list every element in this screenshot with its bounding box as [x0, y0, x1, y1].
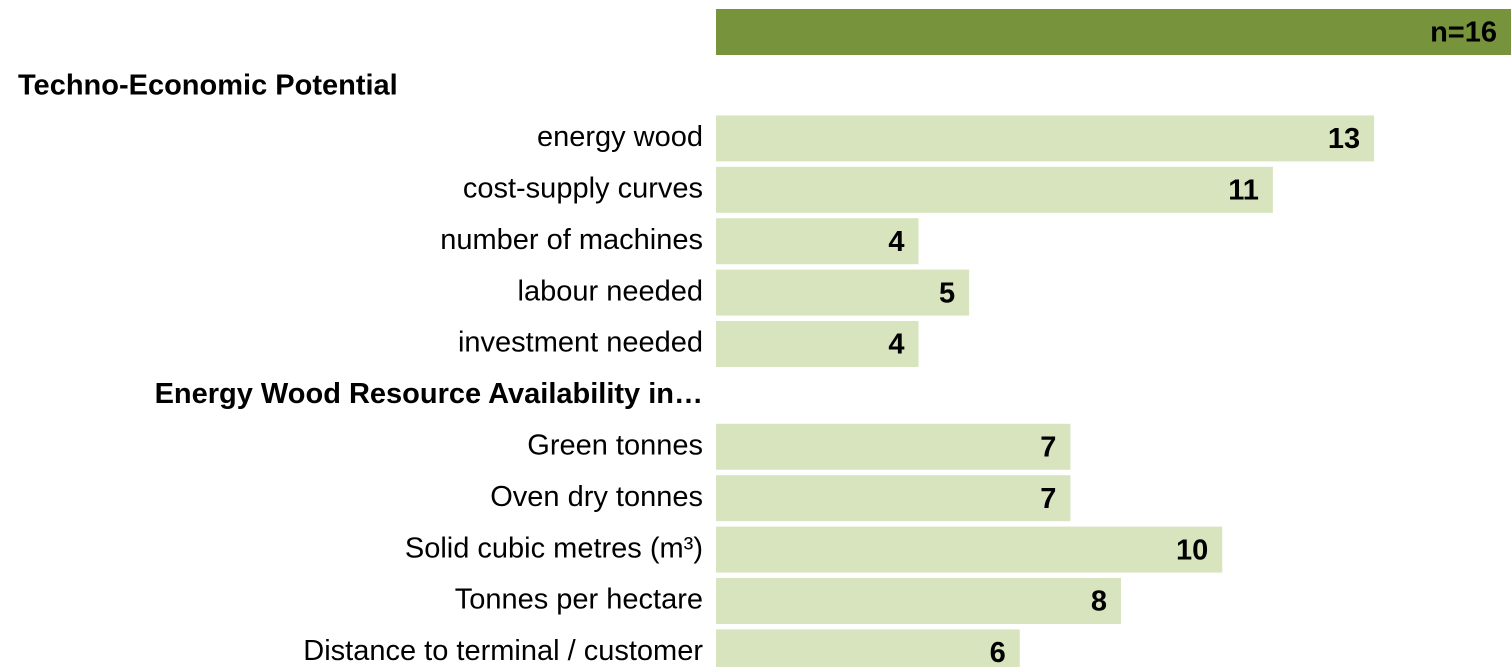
- bar: [716, 115, 1375, 162]
- value-label: 6: [990, 637, 1006, 667]
- bar: [716, 269, 970, 316]
- bar: [716, 526, 1223, 573]
- bar: [716, 578, 1121, 624]
- group-title: Energy Wood Resource Availability in…: [155, 378, 703, 410]
- value-label: 11: [1228, 174, 1259, 206]
- category-label: Oven dry tonnes: [490, 481, 703, 513]
- value-label: 10: [1176, 534, 1208, 566]
- category-label: number of machines: [440, 224, 703, 256]
- category-label: energy wood: [537, 121, 703, 153]
- bar: [716, 321, 919, 367]
- value-label: 7: [1040, 431, 1056, 463]
- value-label: 13: [1328, 123, 1360, 155]
- bar: [716, 423, 1071, 470]
- category-label: Tonnes per hectare: [455, 584, 703, 616]
- value-label: 4: [888, 226, 904, 258]
- group-title: Techno-Economic Potential: [18, 70, 398, 102]
- value-label: 8: [1091, 586, 1107, 618]
- category-label: Distance to terminal / customer: [303, 635, 703, 667]
- bar: [716, 475, 1071, 522]
- value-label: n=16: [1430, 17, 1497, 49]
- plot: n=16 Techno-Economic Potential energy wood…: [18, 9, 1511, 667]
- value-label: 4: [888, 329, 904, 361]
- value-label: 7: [1040, 483, 1056, 515]
- bar: [716, 9, 1511, 55]
- category-label: cost-supply curves: [463, 172, 703, 204]
- category-label: labour needed: [518, 275, 703, 307]
- category-label: Solid cubic metres (m³): [405, 532, 703, 564]
- category-label: investment needed: [458, 327, 703, 359]
- bar: [716, 218, 919, 265]
- value-label: 5: [939, 277, 955, 309]
- bar: [716, 629, 1020, 667]
- category-label: Green tonnes: [527, 429, 703, 461]
- bar: [716, 166, 1273, 213]
